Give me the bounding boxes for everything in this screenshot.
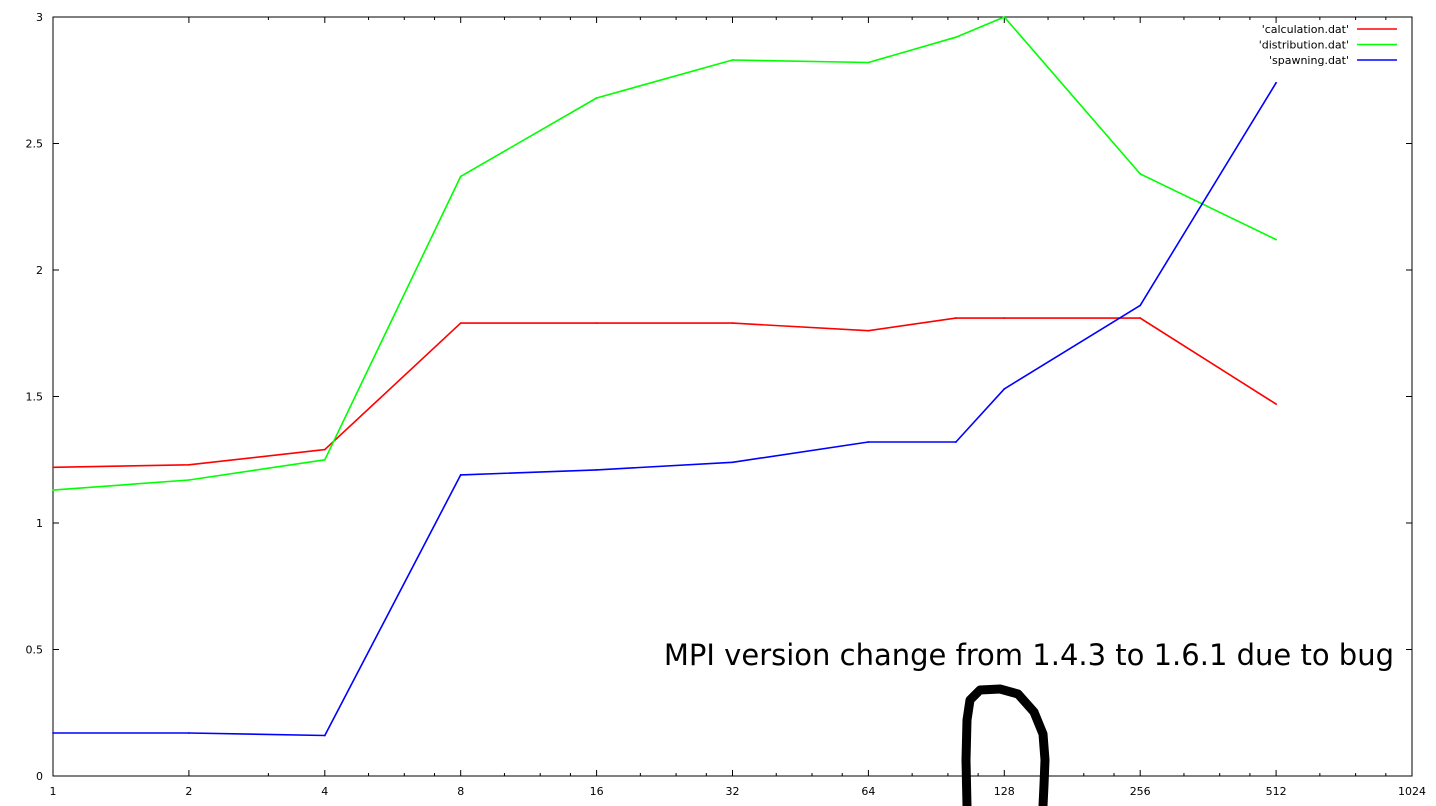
series-1-point — [188, 463, 190, 466]
series-3-point — [323, 734, 326, 737]
legend: 'calculation.dat' 'distribution.dat' 'spaw… — [1259, 23, 1397, 67]
annotation-marker-drawing — [961, 684, 1050, 806]
x-tick-label: 4 — [321, 785, 328, 798]
series-2-point — [867, 61, 870, 64]
series-2-point — [459, 175, 462, 178]
x-tick-label: 1 — [50, 785, 57, 798]
series-1-point — [1139, 317, 1142, 319]
y-tick-label: 3 — [36, 11, 43, 24]
series-1-point — [459, 322, 462, 325]
series-3-point — [867, 441, 870, 443]
series-2-point — [323, 458, 326, 461]
annotation-text: MPI version change from 1.4.3 to 1.6.1 d… — [664, 638, 1394, 672]
y-tick-label: 1 — [36, 517, 43, 530]
y-tick-label: 2 — [36, 264, 43, 277]
series-2-point — [1275, 238, 1277, 241]
series-1-point — [52, 466, 54, 469]
x-tick-label: 8 — [457, 785, 464, 798]
y-tick-label: 1.5 — [26, 391, 44, 404]
series-2-point — [595, 97, 598, 99]
series-1-point — [1003, 317, 1006, 319]
series-1-point — [955, 317, 957, 319]
series-1-point — [595, 322, 598, 325]
series-3-point — [1139, 304, 1142, 307]
series-line-1 — [52, 317, 1277, 469]
y-tick-label: 2.5 — [26, 138, 44, 151]
series-3-point — [1003, 388, 1006, 390]
legend-label: 'spawning.dat' — [1269, 54, 1349, 67]
x-tick-label: 128 — [994, 785, 1015, 798]
series-2-point — [1139, 172, 1142, 175]
x-tick-label: 1024 — [1398, 785, 1426, 798]
series-lines — [52, 16, 1277, 737]
x-tick-label: 2 — [185, 785, 192, 798]
y-tick-label: 0 — [36, 770, 43, 783]
x-tick-label: 512 — [1266, 785, 1287, 798]
legend-label: 'calculation.dat' — [1262, 23, 1349, 36]
series-1-point — [1275, 403, 1277, 405]
series-3-point — [1275, 81, 1277, 84]
series-3-point — [595, 468, 598, 471]
series-3-point — [459, 474, 462, 476]
x-tick-label: 32 — [726, 785, 740, 798]
legend-label: 'distribution.dat' — [1259, 39, 1349, 52]
series-2-point — [188, 479, 190, 481]
x-tick-label: 16 — [590, 785, 604, 798]
series-2-point — [955, 36, 957, 39]
series-2-point — [52, 489, 54, 492]
series-1-point — [731, 322, 734, 325]
annotation-group: MPI version change from 1.4.3 to 1.6.1 d… — [664, 638, 1394, 806]
axes: 0 0.5 1 1.5 2 2.5 3 1 2 4 8 16 32 64 128 256 512 1024 — [26, 11, 1427, 798]
series-3-point — [731, 461, 734, 464]
series-2-point — [1003, 16, 1006, 18]
x-tick-label: 64 — [861, 785, 875, 798]
series-line-2 — [52, 16, 1277, 491]
series-3-point — [52, 732, 54, 734]
series-3-point — [188, 732, 190, 734]
x-tick-label: 256 — [1130, 785, 1151, 798]
y-tick-label: 0.5 — [26, 644, 44, 657]
series-3-point — [955, 441, 957, 443]
series-2-point — [731, 59, 734, 61]
series-1-point — [867, 329, 870, 332]
series-1-point — [323, 448, 326, 451]
